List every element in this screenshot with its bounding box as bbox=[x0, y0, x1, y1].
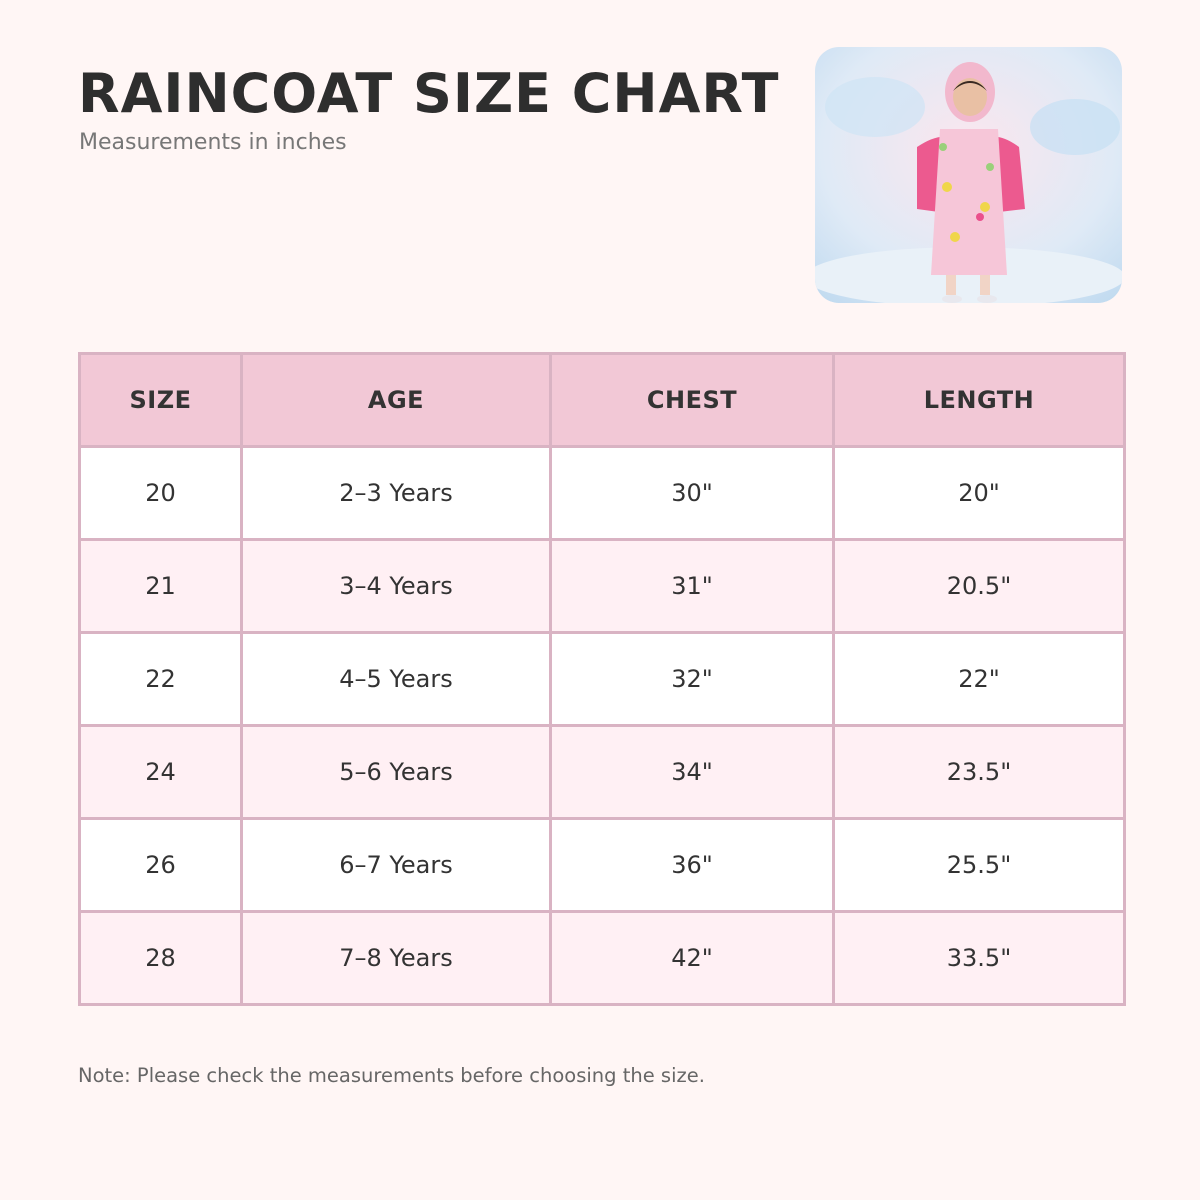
table-cell: 7–8 Years bbox=[240, 910, 552, 1006]
table-cell: 20.5" bbox=[832, 538, 1126, 634]
product-photo bbox=[815, 47, 1122, 303]
table-cell: 20 bbox=[78, 445, 243, 541]
table-row: 22 4–5 Years 32" 22" bbox=[78, 631, 1126, 727]
table-cell: 33.5" bbox=[832, 910, 1126, 1006]
table-cell: 3–4 Years bbox=[240, 538, 552, 634]
column-header: AGE bbox=[240, 352, 552, 448]
table-cell: 26 bbox=[78, 817, 243, 913]
table-cell: 22" bbox=[832, 631, 1126, 727]
table-row: 24 5–6 Years 34" 23.5" bbox=[78, 724, 1126, 820]
table-cell: 24 bbox=[78, 724, 243, 820]
title: RAINCOAT SIZE CHART bbox=[78, 62, 780, 125]
table-cell: 6–7 Years bbox=[240, 817, 552, 913]
table-cell: 21 bbox=[78, 538, 243, 634]
table-cell: 20" bbox=[832, 445, 1126, 541]
table-cell: 31" bbox=[549, 538, 835, 634]
table-cell: 28 bbox=[78, 910, 243, 1006]
column-header: LENGTH bbox=[832, 352, 1126, 448]
table-cell: 25.5" bbox=[832, 817, 1126, 913]
table-row: 21 3–4 Years 31" 20.5" bbox=[78, 538, 1126, 634]
size-table: SIZE AGE CHEST LENGTH 20 2–3 Years 30" 20" 21 3–… bbox=[78, 352, 1126, 1006]
table-cell: 36" bbox=[549, 817, 835, 913]
subtitle: Measurements in inches bbox=[79, 130, 347, 155]
note: Note: Please check the measurements befo… bbox=[78, 1064, 705, 1087]
column-header: CHEST bbox=[549, 352, 835, 448]
header-row: SIZE AGE CHEST LENGTH bbox=[78, 352, 1126, 448]
table-row: 28 7–8 Years 42" 33.5" bbox=[78, 910, 1126, 1006]
table-row: 26 6–7 Years 36" 25.5" bbox=[78, 817, 1126, 913]
table-cell: 32" bbox=[549, 631, 835, 727]
table-cell: 4–5 Years bbox=[240, 631, 552, 727]
table-cell: 23.5" bbox=[832, 724, 1126, 820]
table-cell: 22 bbox=[78, 631, 243, 727]
table-cell: 42" bbox=[549, 910, 835, 1006]
column-header: SIZE bbox=[78, 352, 243, 448]
table-cell: 34" bbox=[549, 724, 835, 820]
table-cell: 2–3 Years bbox=[240, 445, 552, 541]
table-cell: 5–6 Years bbox=[240, 724, 552, 820]
table-cell: 30" bbox=[549, 445, 835, 541]
table-row: 20 2–3 Years 30" 20" bbox=[78, 445, 1126, 541]
